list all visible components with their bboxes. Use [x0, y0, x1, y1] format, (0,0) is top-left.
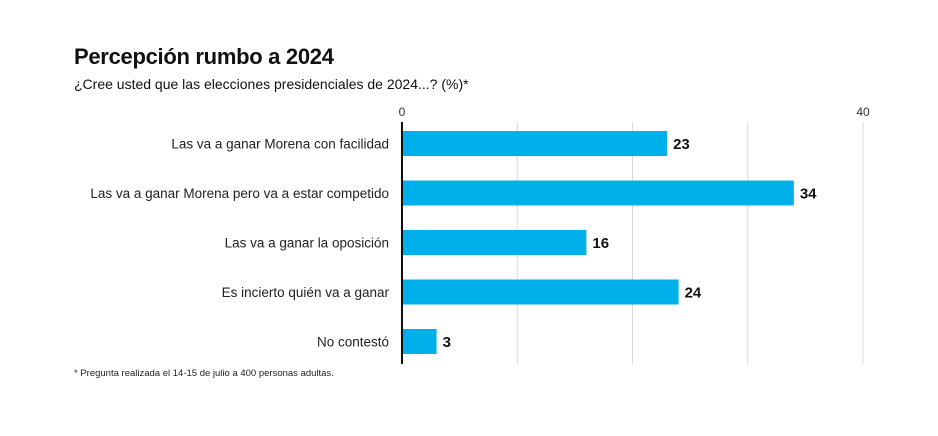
axis-ticks: 0 40 [399, 105, 870, 119]
bar-value-label: 23 [673, 136, 690, 153]
bar-value-label: 34 [800, 186, 817, 203]
bar-value-label: 3 [443, 334, 451, 351]
category-label: Las va a ganar Morena pero va a estar co… [90, 186, 389, 201]
category-labels: Las va a ganar Morena con facilidad Las v… [90, 137, 389, 350]
x-tick-label: 40 [856, 105, 870, 119]
x-tick-label: 0 [399, 105, 406, 119]
bar [402, 279, 679, 305]
footnote: * Pregunta realizada el 14-15 de julio a… [74, 368, 334, 379]
bar [402, 230, 587, 255]
category-label: No contestó [317, 335, 389, 350]
category-label: Las va a ganar la oposición [225, 236, 389, 251]
bar [402, 180, 794, 206]
category-label: Las va a ganar Morena con facilidad [171, 137, 389, 152]
bar-value-label: 16 [592, 235, 609, 252]
bars: 23 34 16 24 3 [402, 131, 817, 354]
chart-subtitle: ¿Cree usted que las elecciones presidenc… [74, 76, 469, 92]
bar [402, 329, 437, 354]
chart-title: Percepción rumbo a 2024 [74, 44, 334, 69]
category-label: Es incierto quién va a ganar [222, 285, 390, 300]
bar [402, 131, 668, 156]
bar-value-label: 24 [685, 285, 702, 302]
